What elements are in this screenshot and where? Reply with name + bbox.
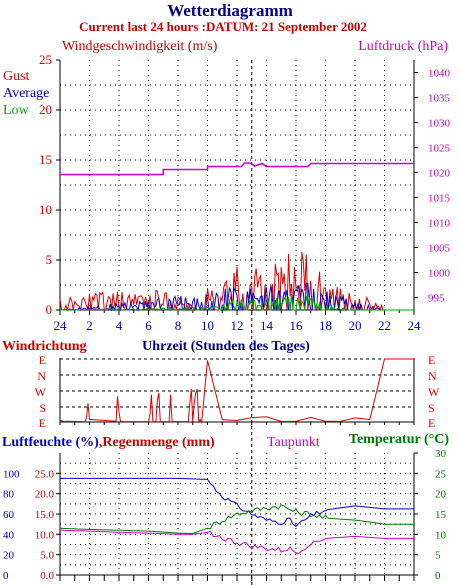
wind-x-tick-label: 6 [145,318,152,333]
direction-panel: E EN NW WS SE E [35,353,440,430]
wind-x-tick-label: 24 [408,318,422,333]
pressure-y-tick-label: 1015 [428,193,451,205]
pressure-y-tick-label: 995 [428,293,445,305]
direction-right-tick-label: S [428,401,435,415]
humidity-label: Luftfeuchte (%),Regenmenge (mm) [2,435,215,450]
rain-y-tick-label: 5.0 [40,550,54,562]
rain-y-tick-label: 10.0 [35,529,55,541]
wind-x-tick-label: 24 [54,318,68,333]
wind-direction-label: Windrichtung [2,339,87,354]
pressure-label: Luftdruck (hPa) [358,39,448,54]
temperature-y-tick-label: 20 [435,489,447,501]
direction-right-tick-label: N [428,369,437,383]
humidity-y-tick-label: 0 [3,570,9,582]
gust-series-line [59,252,414,312]
direction-left-tick-label: S [39,401,46,415]
rain-label-text: , [99,435,103,450]
temperature-y-tick-label: 25 [435,468,447,480]
dewpoint-label: Taupunkt [267,435,320,450]
wind-x-tick-label: 20 [349,318,362,333]
temperature-y-tick-label: 5 [435,550,441,562]
pressure-y-tick-label: 1010 [428,218,451,230]
wind-panel: 0510152025995100010051010101510201025103… [39,52,451,585]
humidity-y-tick-label: 100 [3,468,20,480]
rain-label: Regenmenge (mm) [102,435,215,450]
rain-y-tick-label: 15.0 [35,509,55,521]
wind-y-tick-label: 25 [39,52,52,67]
wind-x-tick-label: 4 [116,318,123,333]
wind-x-tick-label: 2 [86,318,93,333]
temperature-y-tick-label: 0 [435,570,441,582]
pressure-y-tick-label: 1035 [428,93,451,105]
direction-left-tick-label: N [37,369,46,383]
dewpoint-series-line [60,529,414,554]
page-subtitle: Current last 24 hours :DATUM: 21 Septemb… [79,19,367,34]
direction-series-line [59,358,414,425]
legend-gust: Gust [3,69,30,84]
time-axis-label: Uhrzeit (Stunden des Tages) [142,339,310,354]
legend-average: Average [3,86,49,101]
wind-x-tick-label: 14 [260,318,274,333]
pressure-y-tick-label: 1005 [428,243,451,255]
wind-x-tick-label: 18 [319,318,332,333]
wind-x-tick-label: 22 [378,318,391,333]
wind-speed-label: Windgeschwindigkeit (m/s) [62,39,218,54]
wind-y-tick-label: 5 [46,252,53,267]
humidity-y-tick-label: 40 [3,529,15,541]
humidity-series-line [60,477,414,527]
pressure-y-tick-label: 1030 [428,118,451,130]
direction-right-tick-label: W [428,385,440,399]
pressure-series-line [60,162,414,176]
pressure-y-tick-label: 1000 [428,268,451,280]
rain-y-tick-label: 25.0 [35,468,55,480]
temperature-label: Temperatur (°C) [349,432,449,447]
wind-y-tick-label: 10 [39,202,52,217]
rain-y-tick-label: 0.0 [40,570,54,582]
wind-y-tick-label: 20 [39,102,52,117]
temperature-y-tick-label: 15 [435,509,447,521]
humidity-y-tick-label: 80 [3,489,15,501]
direction-left-tick-label: W [35,385,47,399]
low-series-line [60,294,414,312]
pressure-y-tick-label: 1025 [428,143,451,155]
humidity-y-tick-label: 20 [3,550,15,562]
page-title: Wetterdiagramm [167,1,293,20]
wind-y-tick-label: 15 [39,152,52,167]
humidity-y-tick-label: 60 [3,509,15,521]
direction-right-tick-label: E [428,353,435,367]
wind-y-tick-label: 0 [46,302,53,317]
temperature-series-line [59,504,414,535]
wind-x-tick-label: 10 [201,318,214,333]
wind-x-tick-label: 8 [175,318,182,333]
average-series-line [59,282,414,312]
rain-y-tick-label: 20.0 [35,489,55,501]
legend-low: Low [3,103,30,118]
direction-left-tick-label: E [39,416,46,430]
wind-x-tick-label: 16 [290,318,304,333]
direction-right-tick-label: E [428,416,435,430]
humidity-panel: 0 20 40 60 80 100 0.0 5.0 10.0 15.0 20.0 25.0 0 5 10 15… [3,448,447,582]
temperature-y-tick-label: 10 [435,529,447,541]
temperature-y-tick-label: 30 [435,448,447,460]
wind-x-tick-label: 12 [231,318,244,333]
pressure-y-tick-label: 1040 [428,68,451,80]
pressure-y-tick-label: 1020 [428,168,451,180]
direction-left-tick-label: E [39,353,46,367]
humidity-label-text: Luftfeuchte (%) [2,435,99,450]
